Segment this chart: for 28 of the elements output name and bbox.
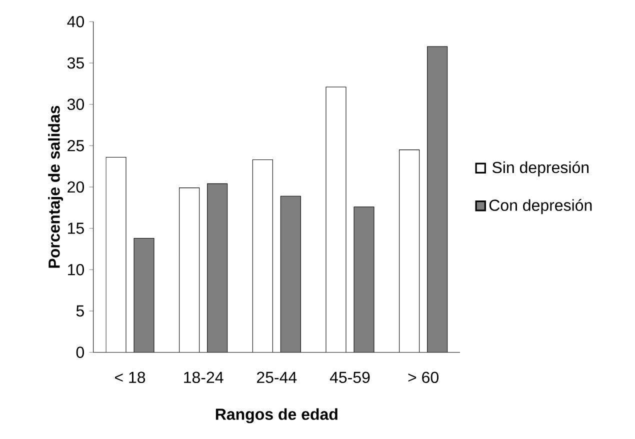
bar xyxy=(252,159,273,352)
y-tick-label: 10 xyxy=(68,264,84,276)
x-tick-label: 25-44 xyxy=(257,372,297,384)
legend-label: Con depresión xyxy=(489,199,592,214)
legend-label: Sin depresión xyxy=(492,161,589,176)
bar xyxy=(280,196,301,352)
y-tick-label: 40 xyxy=(67,16,84,28)
x-axis-title: Rangos de edad xyxy=(216,408,338,424)
x-tick-label: < 18 xyxy=(115,372,146,384)
bar xyxy=(354,206,374,352)
bar xyxy=(207,184,228,352)
bar xyxy=(134,238,154,352)
bar xyxy=(399,150,420,352)
y-axis-title: Porcentaje de salidas xyxy=(48,106,64,268)
y-tick-label: 25 xyxy=(68,140,84,152)
x-tick-label: > 60 xyxy=(408,372,438,384)
x-tick-label: 18-24 xyxy=(184,372,224,384)
bar xyxy=(179,188,200,352)
y-tick-label: 30 xyxy=(67,98,84,110)
bar xyxy=(427,46,448,352)
y-tick-label: 0 xyxy=(76,346,84,358)
y-tick-label: 5 xyxy=(76,305,84,317)
y-tick-label: 20 xyxy=(68,181,84,193)
y-tick-label: 35 xyxy=(67,57,84,69)
y-tick-label: 15 xyxy=(68,222,84,234)
bar xyxy=(106,156,126,352)
bar xyxy=(326,86,346,352)
x-tick-label: 45-59 xyxy=(330,372,370,384)
